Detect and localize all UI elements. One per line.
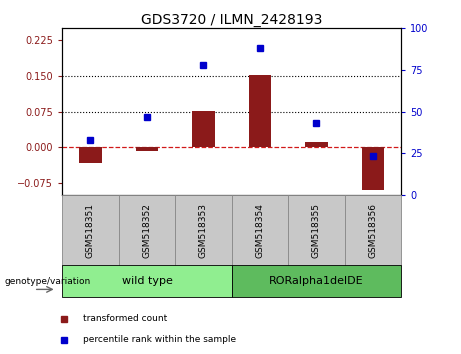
Bar [231,266,401,297]
Text: GSM518351: GSM518351 [86,202,95,258]
Bar [288,195,344,266]
Text: GSM518354: GSM518354 [255,202,265,258]
Bar [361,147,384,190]
Text: percentile rank within the sample: percentile rank within the sample [83,335,236,344]
Text: transformed count: transformed count [83,314,168,323]
Text: genotype/variation: genotype/variation [5,277,91,286]
Bar [231,195,288,266]
Bar [62,266,231,297]
Text: wild type: wild type [122,276,172,286]
Bar [248,75,271,147]
Text: GSM518355: GSM518355 [312,202,321,258]
Text: RORalpha1delDE: RORalpha1delDE [269,276,364,286]
Bar [305,142,328,147]
Text: GSM518356: GSM518356 [368,202,378,258]
Bar [175,195,231,266]
Bar [136,147,158,151]
Bar [118,195,175,266]
Text: GSM518352: GSM518352 [142,202,152,258]
Text: GSM518353: GSM518353 [199,202,208,258]
Bar [192,110,215,147]
Title: GDS3720 / ILMN_2428193: GDS3720 / ILMN_2428193 [141,13,322,27]
Bar [344,195,401,266]
Bar [79,147,102,163]
Bar [62,195,118,266]
